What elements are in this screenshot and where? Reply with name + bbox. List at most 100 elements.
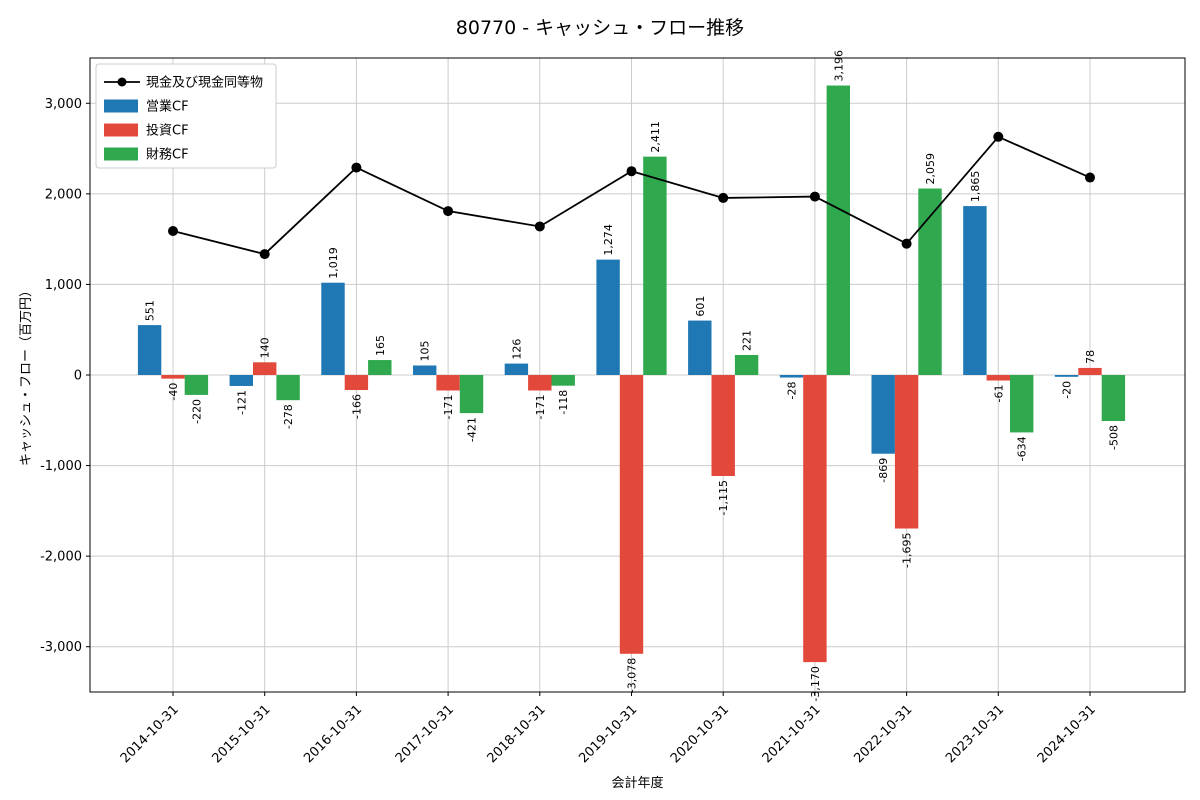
bar-series-財務CF: -220 -278 165 -421 -118 2,411 221 3,196 2,059 -63… <box>184 50 1126 461</box>
bar-value-label: 601 <box>694 296 707 317</box>
bar-財務CF-2016-10-31 <box>368 360 392 375</box>
bar-value-label: 1,865 <box>969 171 982 203</box>
y-tick-label: 1,000 <box>45 278 82 293</box>
cash-line-marker-2016-10-31 <box>351 162 362 173</box>
cash-line-marker-2014-10-31 <box>168 225 178 236</box>
bar-value-label: -869 <box>877 458 890 483</box>
bar-value-label: 105 <box>419 340 432 361</box>
bar-投資CF-2023-10-31 <box>986 375 1010 381</box>
legend-swatch-財務CF <box>104 147 138 161</box>
x-tick-label: 2024-10-31 <box>1035 702 1099 766</box>
legend-label-現金及び現金同等物: 現金及び現金同等物 <box>146 75 263 91</box>
bar-value-label: 140 <box>259 337 272 358</box>
bar-series-営業CF: 551 -121 1,019 105 126 1,274 601 -28 -869 1,865 -2… <box>137 171 1079 483</box>
x-tick-label: 2023-10-31 <box>943 702 1007 766</box>
cash-line-marker-2017-10-31 <box>443 206 454 217</box>
bar-投資CF-2020-10-31 <box>711 375 735 476</box>
cash-line-marker-2023-10-31 <box>993 131 1004 142</box>
bar-value-label: 1,019 <box>327 247 340 279</box>
bar-営業CF-2024-10-31 <box>1054 375 1079 377</box>
legend-label-営業CF: 営業CF <box>146 99 189 115</box>
bar-value-label: -421 <box>466 417 479 442</box>
bar-投資CF-2018-10-31 <box>528 375 552 391</box>
legend-swatch-投資CF <box>104 123 138 137</box>
bar-value-label: -166 <box>350 394 363 419</box>
bar-value-label: -40 <box>167 383 180 401</box>
bar-投資CF-2024-10-31 <box>1078 367 1102 375</box>
cash-line-marker-2015-10-31 <box>259 249 270 260</box>
bar-value-label: -1,115 <box>717 480 730 515</box>
bar-value-label: 1,274 <box>602 224 615 256</box>
bar-投資CF-2015-10-31 <box>253 362 277 375</box>
bar-value-label: -634 <box>1016 436 1029 461</box>
bar-value-label: 551 <box>144 300 157 321</box>
bar-value-label: -3,170 <box>809 666 822 701</box>
bar-財務CF-2022-10-31 <box>918 188 942 375</box>
y-tick-label: -1,000 <box>40 459 82 474</box>
y-tick-label: 3,000 <box>45 97 82 112</box>
bar-財務CF-2023-10-31 <box>1010 375 1034 433</box>
y-tick-label: 2,000 <box>45 187 82 202</box>
legend-label-財務CF: 財務CF <box>146 148 189 163</box>
bar-value-label: -118 <box>557 390 570 415</box>
x-tick-label: 2020-10-31 <box>668 702 732 766</box>
x-tick-label: 2017-10-31 <box>393 702 457 766</box>
bar-value-label: -278 <box>282 404 295 429</box>
legend-box <box>95 63 277 169</box>
cash-line-marker-2024-10-31 <box>1085 172 1095 183</box>
bar-投資CF-2016-10-31 <box>344 375 369 391</box>
bar-営業CF-2017-10-31 <box>413 365 437 375</box>
bar-営業CF-2021-10-31 <box>779 375 804 378</box>
bar-財務CF-2020-10-31 <box>734 354 759 375</box>
y-tick-label: -2,000 <box>40 550 82 565</box>
bar-財務CF-2014-10-31 <box>184 375 209 395</box>
bar-value-label: -28 <box>786 382 799 400</box>
bar-value-label: 165 <box>374 335 387 356</box>
bar-value-label: -61 <box>992 385 1005 403</box>
bar-value-label: -220 <box>190 399 203 424</box>
cash-line-marker-2021-10-31 <box>809 191 820 202</box>
y-tick-label: 0 <box>74 369 82 384</box>
bar-value-label: 2,059 <box>924 153 937 185</box>
bar-営業CF-2014-10-31 <box>137 325 162 375</box>
bar-value-label: 2,411 <box>649 121 662 153</box>
cash-line-marker-2019-10-31 <box>626 166 637 177</box>
x-tick-label: 2021-10-31 <box>760 702 824 766</box>
bar-営業CF-2015-10-31 <box>229 375 253 386</box>
bar-営業CF-2020-10-31 <box>688 320 712 375</box>
bar-営業CF-2023-10-31 <box>963 206 987 375</box>
x-tick-label: 2015-10-31 <box>209 702 273 766</box>
bar-営業CF-2018-10-31 <box>504 363 529 375</box>
bar-財務CF-2021-10-31 <box>826 85 850 375</box>
bar-series-投資CF: -40 140 -166 -171 -171 -3,078 -1,115 -3,170 -1,6… <box>161 337 1102 702</box>
legend-swatch-営業CF <box>104 99 138 113</box>
bar-value-label: -508 <box>1107 425 1120 450</box>
bar-value-label: 126 <box>510 339 523 360</box>
x-tick-label: 2016-10-31 <box>301 702 365 766</box>
y-tick-label: -3,000 <box>40 640 82 655</box>
x-tick-label: 2022-10-31 <box>851 702 915 766</box>
x-tick-label: 2014-10-31 <box>118 702 182 766</box>
cash-line-marker-2020-10-31 <box>718 192 729 203</box>
bar-営業CF-2016-10-31 <box>321 282 345 375</box>
legend-marker-sample <box>117 77 127 87</box>
bar-value-label: -1,695 <box>901 533 914 568</box>
bar-財務CF-2018-10-31 <box>551 375 575 386</box>
bar-投資CF-2021-10-31 <box>803 375 827 663</box>
bar-財務CF-2024-10-31 <box>1101 375 1126 422</box>
bar-営業CF-2019-10-31 <box>596 259 620 375</box>
cash-line-marker-2022-10-31 <box>901 238 912 249</box>
bar-投資CF-2022-10-31 <box>894 375 919 529</box>
bar-value-label: 78 <box>1084 350 1097 364</box>
x-tick-label: 2018-10-31 <box>485 702 549 766</box>
bar-財務CF-2015-10-31 <box>276 375 300 401</box>
bar-value-label: -171 <box>442 394 455 419</box>
bar-value-label: -171 <box>534 394 547 419</box>
bar-value-label: 221 <box>741 330 754 351</box>
bar-投資CF-2019-10-31 <box>619 375 644 654</box>
bar-投資CF-2017-10-31 <box>436 375 460 391</box>
x-tick-label: 2019-10-31 <box>576 702 640 766</box>
